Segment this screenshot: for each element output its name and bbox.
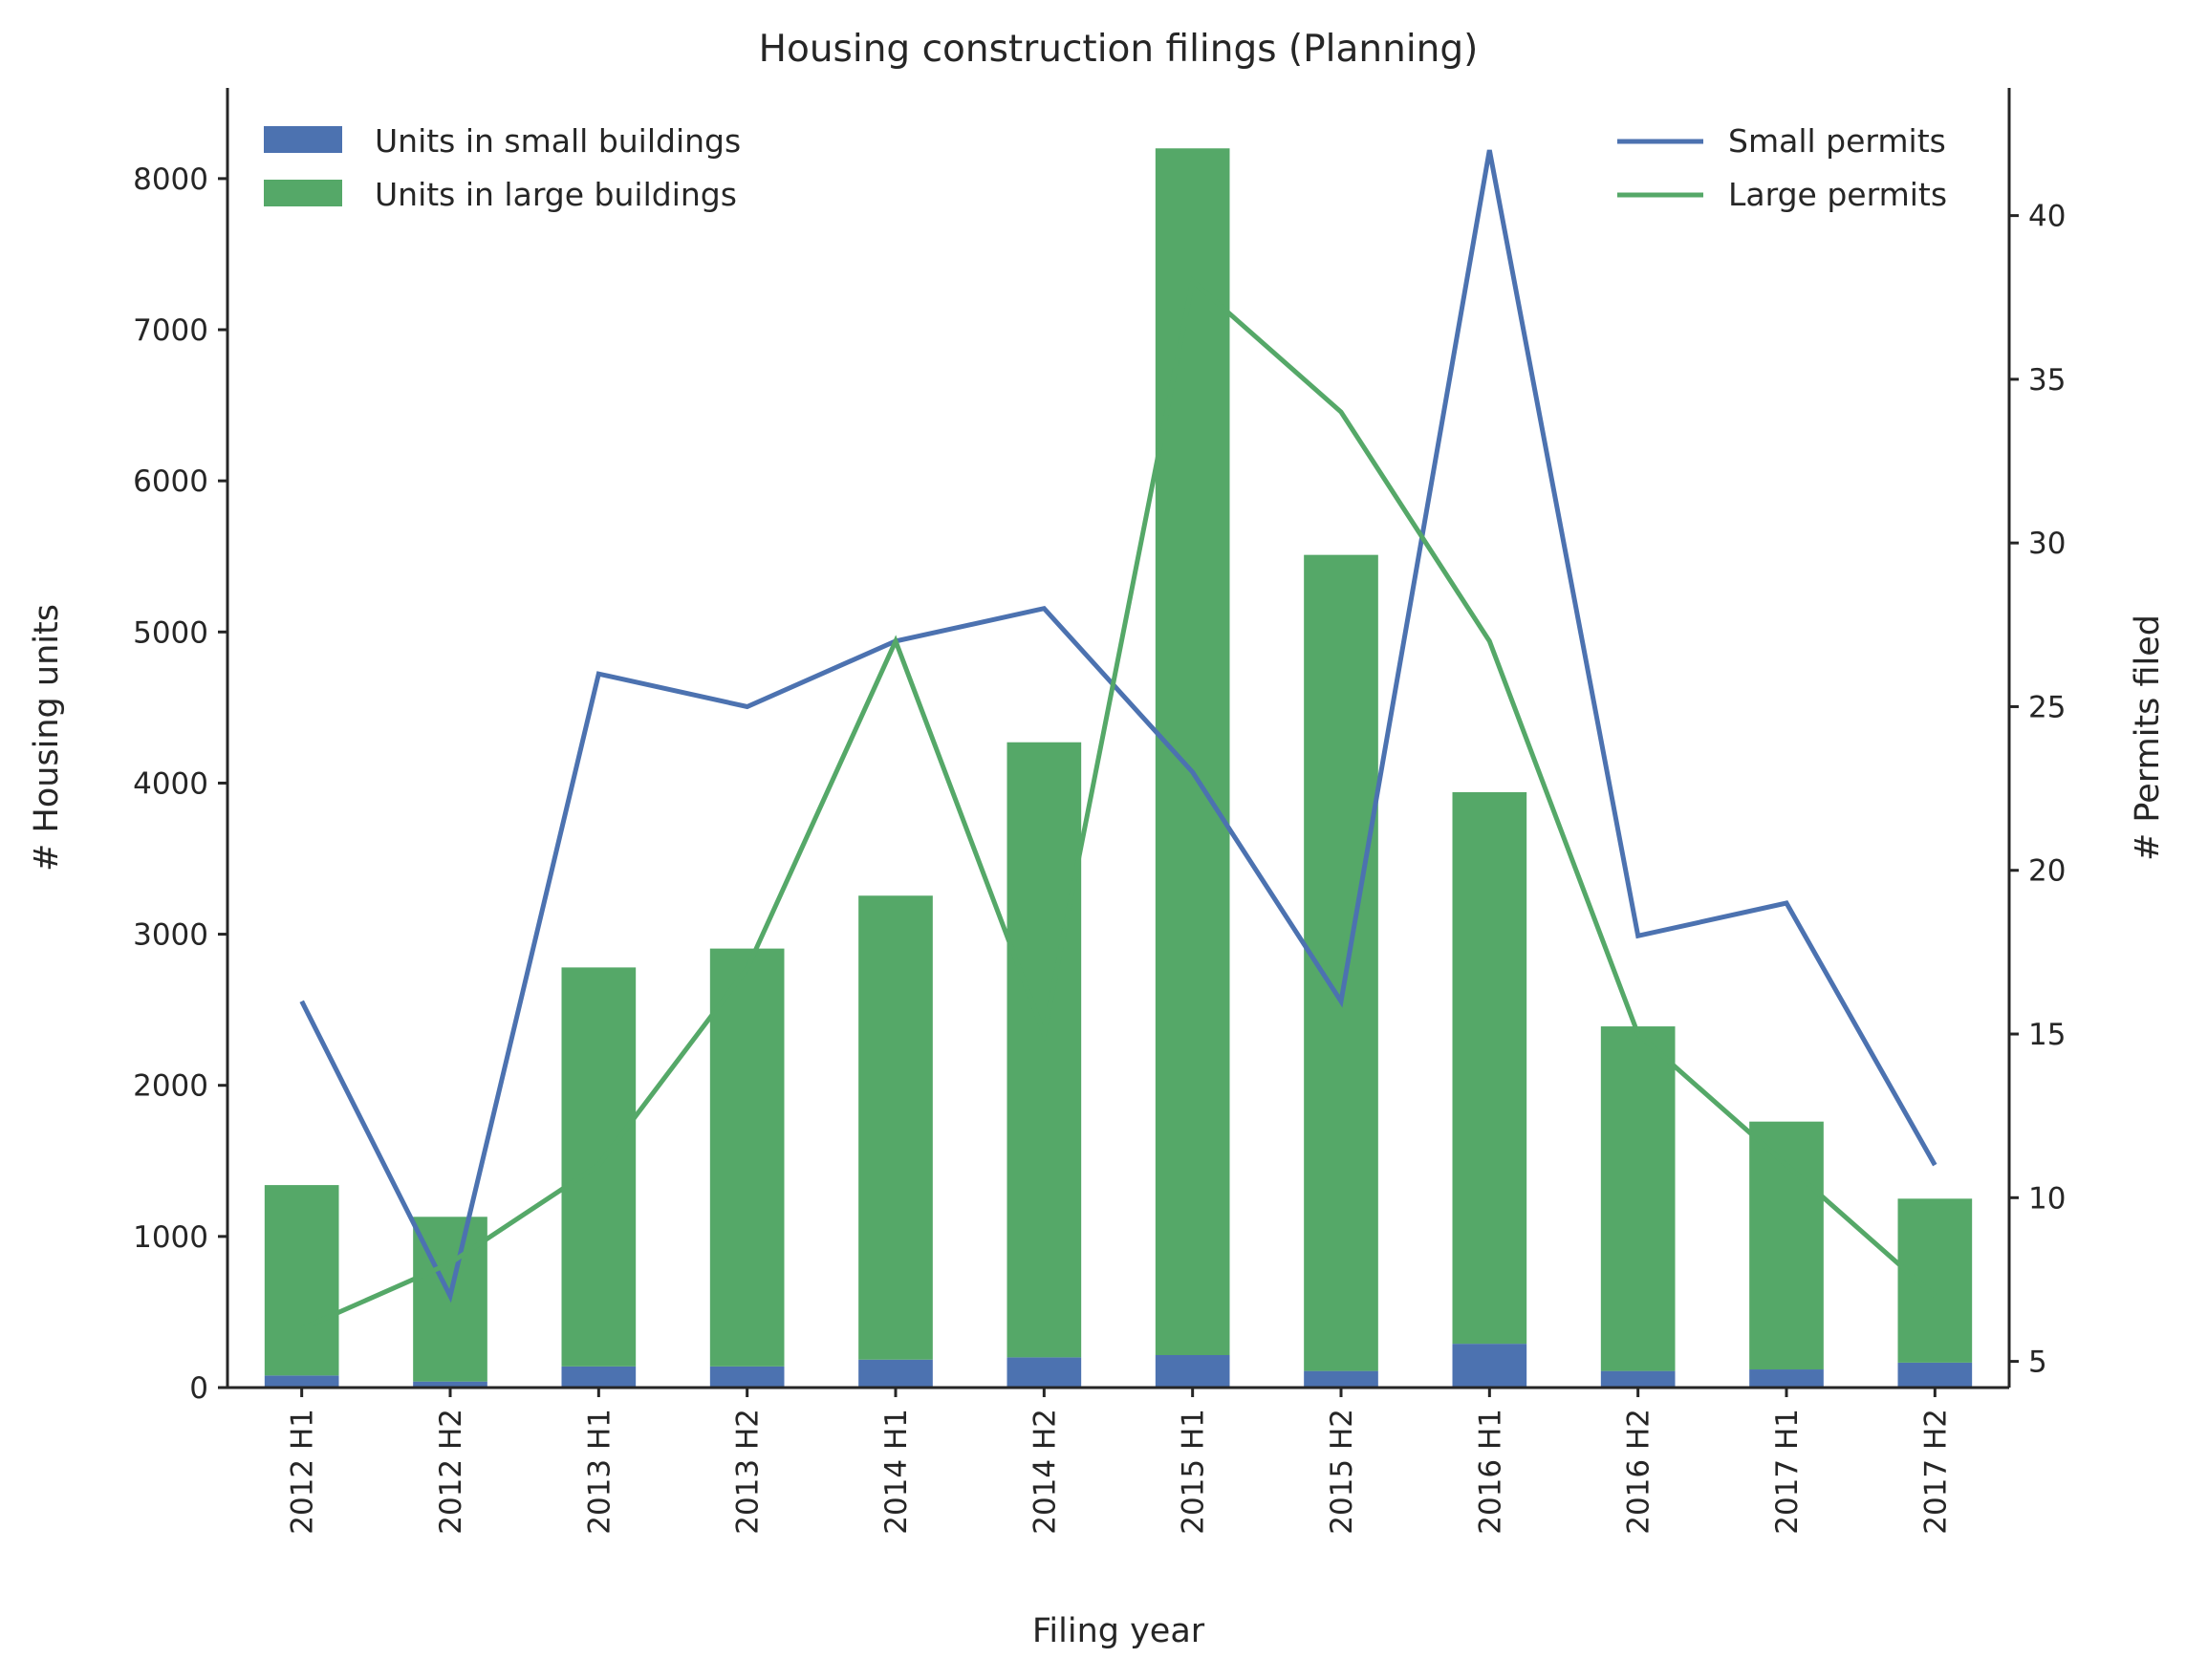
x-tick-label: 2017 H2 [1918, 1409, 1953, 1535]
line-large-permits [300, 276, 1937, 1331]
y-tick-label: 8000 [133, 162, 208, 197]
x-tick-label: 2014 H2 [1028, 1409, 1062, 1535]
x-tick-label: 2016 H1 [1473, 1409, 1507, 1535]
x-tick-label: 2013 H2 [731, 1409, 766, 1535]
bar-small-11 [1897, 1362, 1973, 1388]
y-tick-label: 3000 [133, 918, 208, 953]
legend-label-large-permits: Large permits [1728, 176, 1947, 213]
y-tick-label: 6000 [133, 464, 208, 499]
y-tick-label: 2000 [133, 1069, 208, 1104]
bar-large-8 [1452, 791, 1527, 1345]
legend-label-small-units: Units in small buildings [375, 122, 741, 160]
bar-small-9 [1600, 1370, 1676, 1388]
y-tick-label: 0 [189, 1371, 208, 1406]
y2-axis-label: # Permits filed [2129, 614, 2167, 861]
bars-layer [264, 148, 1973, 1388]
y-tick-label: 4000 [133, 766, 208, 801]
x-tick-label: 2015 H1 [1177, 1409, 1211, 1535]
x-tick-label: 2012 H2 [434, 1409, 468, 1535]
line-small-permits [299, 149, 1937, 1303]
bar-large-6 [1155, 148, 1230, 1355]
bar-large-4 [858, 895, 933, 1360]
bar-large-9 [1600, 1026, 1676, 1371]
y2-tick-label: 5 [2028, 1346, 2047, 1380]
chart-title: Housing construction filings (Planning) [759, 28, 1479, 71]
y-axis-label: # Housing units [28, 604, 66, 872]
bar-small-7 [1304, 1370, 1378, 1388]
x-tick-label: 2012 H1 [286, 1409, 320, 1535]
bar-large-11 [1897, 1198, 1973, 1363]
y2-tick-label: 20 [2028, 854, 2066, 889]
x-tick-label: 2013 H1 [582, 1409, 617, 1535]
legend-label-small-permits: Small permits [1728, 122, 1946, 160]
y-tick-label: 1000 [133, 1220, 208, 1255]
y-tick-label: 5000 [133, 615, 208, 650]
x-tick-label: 2016 H2 [1622, 1409, 1656, 1535]
bar-large-0 [264, 1185, 339, 1376]
bar-small-4 [858, 1359, 933, 1388]
legend-bars: Units in small buildings Units in large b… [264, 122, 741, 213]
y2-tick-label: 25 [2028, 690, 2066, 724]
x-tick-label: 2015 H2 [1325, 1409, 1359, 1535]
ticks-layer: 0 1000 2000 3000 4000 5000 6000 7000 8000 5 10 15 20… [133, 162, 2066, 1535]
x-tick-label: 2014 H1 [879, 1409, 914, 1535]
x-axis-label: Filing year [1032, 1612, 1205, 1650]
y2-tick-label: 30 [2028, 527, 2066, 561]
legend-swatch-small [264, 126, 342, 153]
y2-tick-label: 40 [2028, 200, 2066, 234]
bar-small-3 [709, 1366, 785, 1388]
bar-small-0 [264, 1375, 339, 1388]
bar-small-10 [1749, 1369, 1824, 1388]
bar-large-10 [1749, 1121, 1824, 1370]
y2-tick-label: 35 [2028, 363, 2066, 398]
bar-small-2 [561, 1366, 637, 1388]
bar-small-5 [1006, 1357, 1082, 1388]
lines-layer [299, 149, 1937, 1331]
y2-tick-label: 15 [2028, 1018, 2066, 1052]
y-tick-label: 7000 [133, 313, 208, 348]
legend-label-large-units: Units in large buildings [375, 176, 737, 213]
bar-small-6 [1155, 1355, 1230, 1388]
bar-large-5 [1006, 742, 1082, 1358]
x-tick-label: 2017 H1 [1770, 1409, 1805, 1535]
legend-swatch-large [264, 180, 342, 206]
bar-small-8 [1452, 1344, 1527, 1388]
bar-large-3 [709, 948, 785, 1367]
y2-tick-label: 10 [2028, 1181, 2066, 1216]
legend-lines: Small permits Large permits [1617, 122, 1947, 213]
bar-small-1 [413, 1381, 487, 1388]
axes-layer [226, 88, 2011, 1389]
